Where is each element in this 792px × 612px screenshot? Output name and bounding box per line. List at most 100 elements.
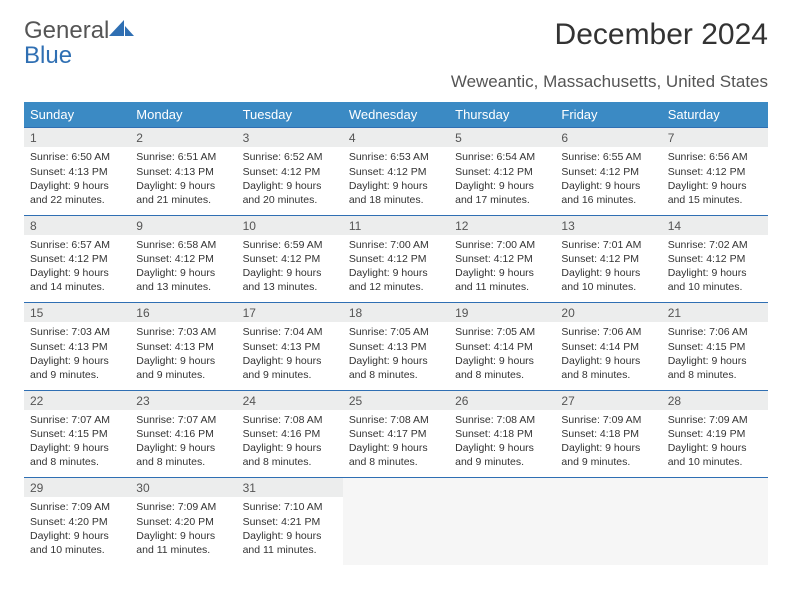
day-number-cell: 12 (449, 215, 555, 235)
day-info-line: Sunset: 4:12 PM (455, 165, 549, 179)
day-content-cell: Sunrise: 6:55 AMSunset: 4:12 PMDaylight:… (555, 147, 661, 215)
day-info-line: Sunset: 4:20 PM (30, 515, 124, 529)
day-info-line: Sunset: 4:12 PM (561, 252, 655, 266)
day-info-line: and 14 minutes. (30, 280, 124, 294)
day-info-line: and 8 minutes. (30, 455, 124, 469)
day-number-cell: 21 (662, 303, 768, 323)
day-number-cell: 25 (343, 390, 449, 410)
day-info-line: Sunrise: 6:54 AM (455, 150, 549, 164)
day-info-line: and 9 minutes. (30, 368, 124, 382)
day-content-row: Sunrise: 7:03 AMSunset: 4:13 PMDaylight:… (24, 322, 768, 390)
day-info-line: Sunset: 4:12 PM (243, 165, 337, 179)
day-info-line: Sunrise: 7:09 AM (668, 413, 762, 427)
day-info-line: and 10 minutes. (668, 455, 762, 469)
day-content-cell: Sunrise: 6:50 AMSunset: 4:13 PMDaylight:… (24, 147, 130, 215)
day-info-line: Daylight: 9 hours (243, 354, 337, 368)
day-info-line: Sunrise: 6:53 AM (349, 150, 443, 164)
day-content-cell: Sunrise: 7:07 AMSunset: 4:16 PMDaylight:… (130, 410, 236, 478)
day-content-cell: Sunrise: 6:56 AMSunset: 4:12 PMDaylight:… (662, 147, 768, 215)
logo-word-general: General (24, 17, 109, 44)
day-content-cell: Sunrise: 6:59 AMSunset: 4:12 PMDaylight:… (237, 235, 343, 303)
day-info-line: and 10 minutes. (561, 280, 655, 294)
day-info-line: Sunrise: 7:05 AM (349, 325, 443, 339)
day-info-line: Sunset: 4:12 PM (668, 252, 762, 266)
day-info-line: Daylight: 9 hours (349, 179, 443, 193)
day-number-cell: 5 (449, 128, 555, 148)
day-header: Friday (555, 102, 661, 128)
day-info-line: Daylight: 9 hours (349, 266, 443, 280)
day-number-cell: 6 (555, 128, 661, 148)
day-number-cell: 22 (24, 390, 130, 410)
day-info-line: Sunset: 4:15 PM (30, 427, 124, 441)
day-number-cell: 17 (237, 303, 343, 323)
day-content-cell: Sunrise: 7:09 AMSunset: 4:20 PMDaylight:… (24, 497, 130, 565)
logo-text: General Blue (24, 18, 135, 68)
day-info-line: Sunrise: 7:05 AM (455, 325, 549, 339)
day-info-line: Daylight: 9 hours (561, 441, 655, 455)
day-info-line: and 13 minutes. (243, 280, 337, 294)
day-info-line: Daylight: 9 hours (349, 354, 443, 368)
day-info-line: Daylight: 9 hours (668, 179, 762, 193)
day-info-line: and 11 minutes. (455, 280, 549, 294)
day-info-line: and 22 minutes. (30, 193, 124, 207)
day-info-line: Sunset: 4:12 PM (136, 252, 230, 266)
day-info-line: Daylight: 9 hours (668, 266, 762, 280)
day-content-cell (555, 497, 661, 565)
day-info-line: Sunset: 4:13 PM (30, 165, 124, 179)
day-info-line: Sunset: 4:13 PM (136, 340, 230, 354)
day-info-line: Daylight: 9 hours (30, 354, 124, 368)
day-content-cell (449, 497, 555, 565)
day-info-line: Sunrise: 6:58 AM (136, 238, 230, 252)
day-info-line: Daylight: 9 hours (136, 266, 230, 280)
day-info-line: Daylight: 9 hours (30, 266, 124, 280)
day-number-cell: 1 (24, 128, 130, 148)
day-number-row: 891011121314 (24, 215, 768, 235)
day-info-line: Sunrise: 7:09 AM (136, 500, 230, 514)
day-content-cell: Sunrise: 7:08 AMSunset: 4:18 PMDaylight:… (449, 410, 555, 478)
day-info-line: and 8 minutes. (668, 368, 762, 382)
day-header: Wednesday (343, 102, 449, 128)
day-number-cell: 23 (130, 390, 236, 410)
day-content-cell: Sunrise: 6:51 AMSunset: 4:13 PMDaylight:… (130, 147, 236, 215)
day-info-line: and 10 minutes. (30, 543, 124, 557)
day-info-line: and 8 minutes. (243, 455, 337, 469)
day-info-line: Sunrise: 7:06 AM (561, 325, 655, 339)
day-info-line: Sunset: 4:13 PM (30, 340, 124, 354)
day-number-cell: 27 (555, 390, 661, 410)
day-content-cell (662, 497, 768, 565)
day-info-line: and 8 minutes. (349, 368, 443, 382)
day-number-cell: 24 (237, 390, 343, 410)
day-info-line: and 15 minutes. (668, 193, 762, 207)
day-info-line: Sunset: 4:12 PM (243, 252, 337, 266)
day-info-line: Sunrise: 7:04 AM (243, 325, 337, 339)
day-number-cell: 9 (130, 215, 236, 235)
day-info-line: Sunrise: 6:57 AM (30, 238, 124, 252)
day-content-cell: Sunrise: 7:03 AMSunset: 4:13 PMDaylight:… (130, 322, 236, 390)
day-info-line: Sunset: 4:15 PM (668, 340, 762, 354)
day-info-line: Daylight: 9 hours (136, 354, 230, 368)
day-info-line: Sunrise: 7:09 AM (30, 500, 124, 514)
day-content-cell: Sunrise: 7:05 AMSunset: 4:13 PMDaylight:… (343, 322, 449, 390)
day-info-line: Sunset: 4:21 PM (243, 515, 337, 529)
day-info-line: Sunrise: 7:07 AM (30, 413, 124, 427)
day-number-cell: 10 (237, 215, 343, 235)
day-number-cell: 16 (130, 303, 236, 323)
day-number-cell: 30 (130, 478, 236, 498)
day-number-cell: 14 (662, 215, 768, 235)
day-info-line: Sunset: 4:18 PM (455, 427, 549, 441)
day-number-cell: 4 (343, 128, 449, 148)
day-number-cell: 29 (24, 478, 130, 498)
day-number-cell (343, 478, 449, 498)
day-info-line: and 9 minutes. (243, 368, 337, 382)
day-info-line: Daylight: 9 hours (136, 179, 230, 193)
day-info-line: Daylight: 9 hours (455, 266, 549, 280)
day-content-cell: Sunrise: 7:00 AMSunset: 4:12 PMDaylight:… (449, 235, 555, 303)
day-info-line: Sunrise: 6:51 AM (136, 150, 230, 164)
day-info-line: Daylight: 9 hours (136, 529, 230, 543)
day-info-line: Daylight: 9 hours (136, 441, 230, 455)
location-text: Weweantic, Massachusetts, United States (24, 72, 768, 92)
day-info-line: Sunrise: 7:03 AM (136, 325, 230, 339)
day-number-cell: 26 (449, 390, 555, 410)
day-info-line: and 8 minutes. (561, 368, 655, 382)
day-content-cell: Sunrise: 6:54 AMSunset: 4:12 PMDaylight:… (449, 147, 555, 215)
